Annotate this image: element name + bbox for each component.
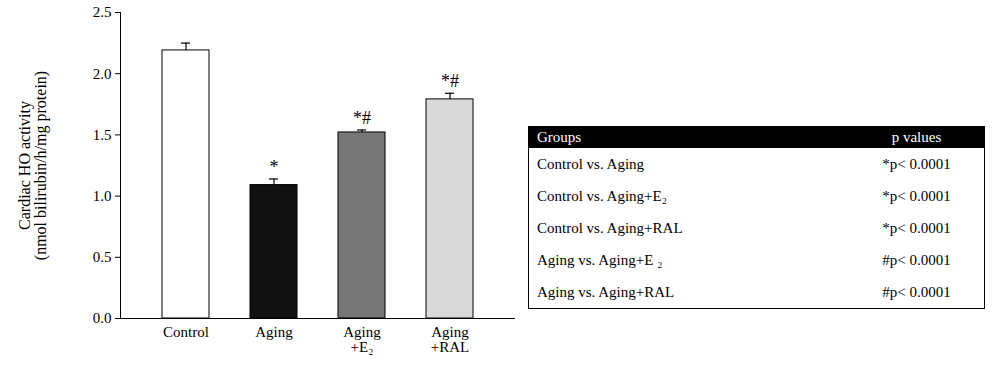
svg-text:0.0: 0.0 [93,310,112,326]
svg-text:Aging+RAL: Aging+RAL [431,324,469,355]
html-text:Aging vs. Aging+RAL: Aging vs. Aging+RAL [537,283,675,300]
html-text:Control vs. Aging+RAL: Control vs. Aging+RAL [537,219,683,236]
html-text:*p< 0.0001: *p< 0.0001 [882,219,951,236]
svg-text:Aging+E₂: Aging+E₂ [343,324,381,355]
html-text:Control vs. Aging+E₂: Control vs. Aging+E₂ [537,187,667,204]
svg-text:*#: *# [353,108,371,128]
html-text:Control vs. Aging: Control vs. Aging [537,155,645,172]
html-text:#p< 0.0001: #p< 0.0001 [882,283,951,300]
html-text:*p< 0.0001: *p< 0.0001 [882,155,951,172]
svg-text:2.5: 2.5 [93,4,112,20]
svg-text:1.5: 1.5 [93,127,112,143]
html-text:Aging vs. Aging+E ₂: Aging vs. Aging+E ₂ [537,251,663,268]
svg-text:*: * [270,157,279,177]
html-text:p values: p values [891,129,942,145]
svg-text:Cardiac HO activity(nmol bilir: Cardiac HO activity(nmol bilirubin/h/mg … [16,71,50,260]
html-text:*p< 0.0001: *p< 0.0001 [882,187,951,204]
svg-text:Control: Control [163,324,209,340]
html-text:Groups: Groups [537,129,582,145]
svg-text:*#: *# [441,71,459,91]
svg-text:1.0: 1.0 [93,188,112,204]
html-text:#p< 0.0001: #p< 0.0001 [882,251,951,268]
svg-text:2.0: 2.0 [93,66,112,82]
svg-text:0.5: 0.5 [93,249,112,265]
svg-text:Aging: Aging [255,324,293,340]
